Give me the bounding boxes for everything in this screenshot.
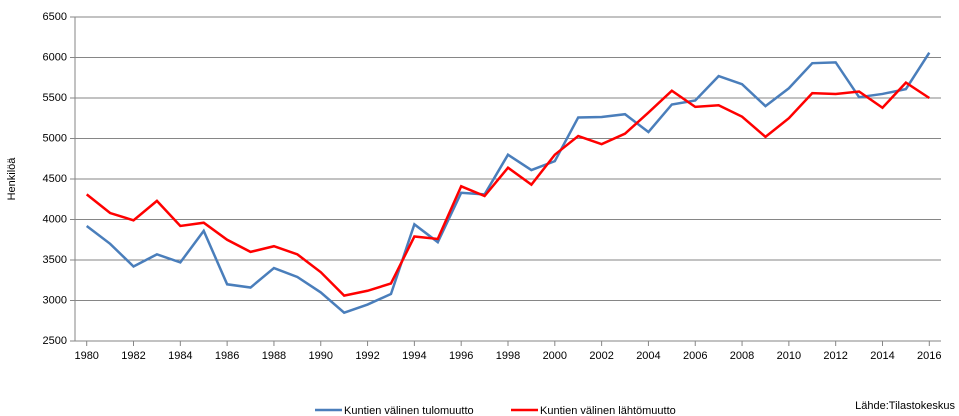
y-tick-label: 5500 (43, 92, 67, 104)
x-tick-label: 1990 (309, 350, 333, 362)
x-tick-label: 2012 (823, 350, 847, 362)
y-tick-label: 2500 (43, 335, 67, 347)
x-tick-label: 1982 (121, 350, 145, 362)
x-tick-label: 1996 (449, 350, 473, 362)
y-tick-label: 4000 (43, 213, 67, 225)
x-tick-label: 2004 (636, 350, 660, 362)
x-tick-label: 1986 (215, 350, 239, 362)
x-tick-label: 2008 (730, 350, 754, 362)
legend-label: Kuntien välinen tulomuutto (344, 405, 474, 416)
x-tick-label: 1992 (355, 350, 379, 362)
y-tick-label: 6500 (43, 11, 67, 23)
y-tick-label: 3000 (43, 294, 67, 306)
legend-label: Kuntien välinen lähtömuutto (540, 405, 676, 416)
y-axis-label: Henkilöä (6, 157, 18, 201)
series-line (85, 51, 931, 315)
x-tick-label: 1994 (402, 350, 426, 362)
y-tick-label: 4500 (43, 173, 67, 185)
x-tick-label: 2016 (917, 350, 941, 362)
series-line (85, 80, 930, 298)
x-tick-label: 2014 (870, 350, 894, 362)
x-tick-label: 2002 (589, 350, 613, 362)
x-tick-label: 2006 (683, 350, 707, 362)
x-tick-label: 1988 (262, 350, 286, 362)
y-tick-label: 5000 (43, 132, 67, 144)
x-tick-label: 2000 (543, 350, 567, 362)
x-tick-label: 2010 (777, 350, 801, 362)
x-tick-label: 1980 (74, 350, 98, 362)
y-tick-label: 6000 (43, 51, 67, 63)
y-tick-label: 3500 (43, 254, 67, 266)
x-tick-label: 1984 (168, 350, 192, 362)
x-tick-label: 1998 (496, 350, 520, 362)
source-note: Lähde:Tilastokeskus (855, 400, 955, 412)
